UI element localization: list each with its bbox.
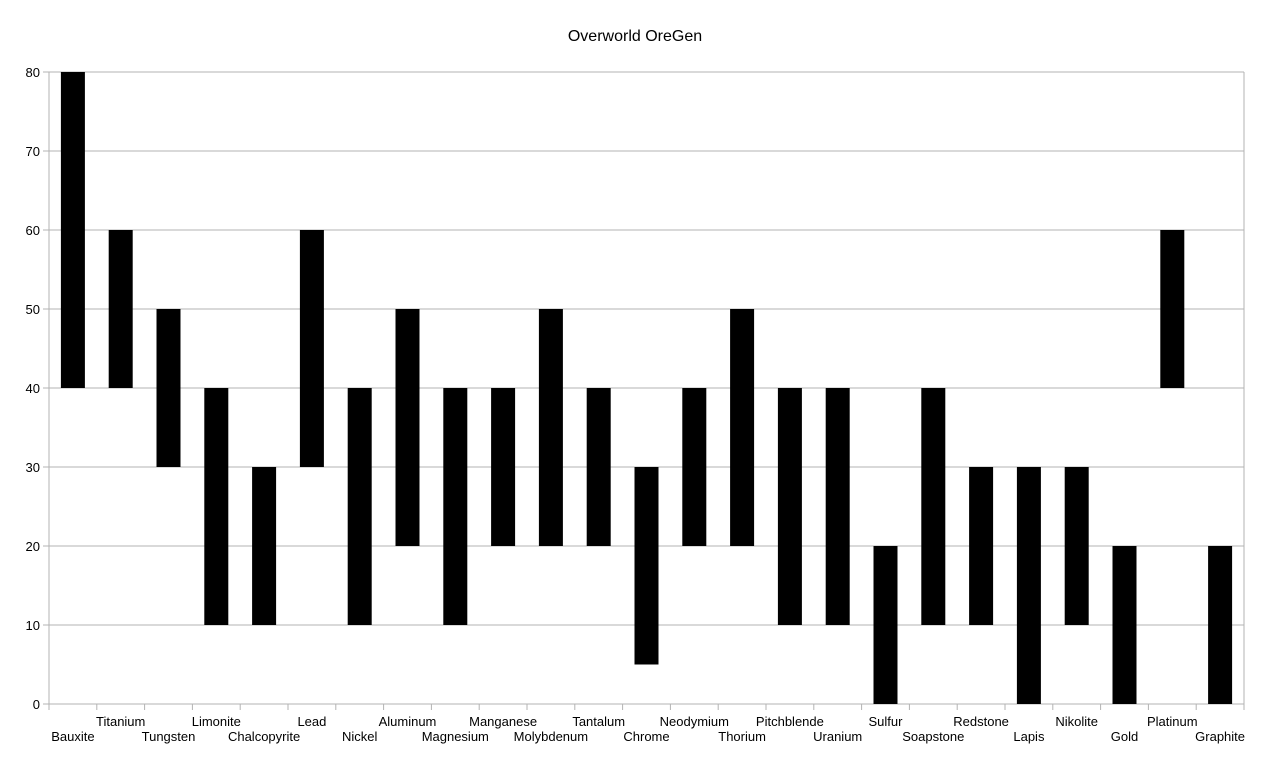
x-tick-label: Tungsten xyxy=(142,729,196,744)
x-tick-labels: BauxiteTitaniumTungstenLimoniteChalcopyr… xyxy=(51,714,1245,744)
x-tick-label: Pitchblende xyxy=(756,714,824,729)
bar-chalcopyrite xyxy=(252,467,277,625)
bar-limonite xyxy=(204,388,229,625)
y-tick-labels: 0 10 20 30 40 50 60 70 80 xyxy=(26,65,40,712)
x-tick-label: Titanium xyxy=(96,714,145,729)
x-tick-label: Platinum xyxy=(1147,714,1198,729)
bar-neodymium xyxy=(682,388,707,546)
bar-pitchblende xyxy=(777,388,802,625)
bar-tantalum xyxy=(586,388,611,546)
bar-aluminum xyxy=(395,309,420,546)
x-tick-label: Sulfur xyxy=(869,714,904,729)
x-tick-label: Magnesium xyxy=(422,729,489,744)
x-tick-label: Tantalum xyxy=(572,714,625,729)
y-tick-label: 70 xyxy=(26,144,40,159)
x-tick-label: Redstone xyxy=(953,714,1009,729)
x-tick-label: Lapis xyxy=(1013,729,1045,744)
x-tick-label: Soapstone xyxy=(902,729,964,744)
x-tick-label: Gold xyxy=(1111,729,1138,744)
bar-tungsten xyxy=(156,309,181,467)
bar-nickel xyxy=(347,388,372,625)
bar-platinum xyxy=(1160,230,1185,388)
bar-titanium xyxy=(108,230,133,388)
y-gridlines xyxy=(43,71,1245,705)
bar-uranium xyxy=(825,388,850,625)
bar-sulfur xyxy=(873,546,898,704)
bar-lapis xyxy=(1016,467,1041,704)
x-tick-label: Uranium xyxy=(813,729,862,744)
x-tick-marks xyxy=(48,704,1245,710)
bar-graphite xyxy=(1208,546,1233,704)
bar-bauxite xyxy=(60,72,85,388)
x-tick-label: Chalcopyrite xyxy=(228,729,300,744)
x-tick-label: Bauxite xyxy=(51,729,94,744)
x-tick-label: Molybdenum xyxy=(514,729,588,744)
x-tick-label: Chrome xyxy=(623,729,669,744)
bar-thorium xyxy=(730,309,755,546)
range-bars xyxy=(60,72,1233,704)
x-tick-label: Graphite xyxy=(1195,729,1245,744)
x-tick-label: Neodymium xyxy=(660,714,729,729)
x-tick-label: Manganese xyxy=(469,714,537,729)
x-tick-label: Nikolite xyxy=(1055,714,1098,729)
y-tick-label: 50 xyxy=(26,302,40,317)
bar-magnesium xyxy=(443,388,468,625)
x-tick-label: Lead xyxy=(297,714,326,729)
y-tick-label: 60 xyxy=(26,223,40,238)
y-tick-label: 30 xyxy=(26,460,40,475)
bar-redstone xyxy=(969,467,994,625)
chart-title: Overworld OreGen xyxy=(568,28,702,45)
bar-manganese xyxy=(491,388,516,546)
x-tick-label: Nickel xyxy=(342,729,378,744)
bar-lead xyxy=(299,230,324,467)
x-tick-label: Limonite xyxy=(192,714,241,729)
x-tick-label: Thorium xyxy=(718,729,766,744)
y-tick-label: 40 xyxy=(26,381,40,396)
y-tick-label: 10 xyxy=(26,618,40,633)
y-tick-label: 80 xyxy=(26,65,40,80)
bar-molybdenum xyxy=(538,309,563,546)
bar-nikolite xyxy=(1064,467,1089,625)
bar-soapstone xyxy=(921,388,946,625)
bar-chrome xyxy=(634,467,659,665)
y-tick-label: 0 xyxy=(33,697,40,712)
y-tick-label: 20 xyxy=(26,539,40,554)
x-tick-label: Aluminum xyxy=(379,714,437,729)
bar-gold xyxy=(1112,546,1137,704)
